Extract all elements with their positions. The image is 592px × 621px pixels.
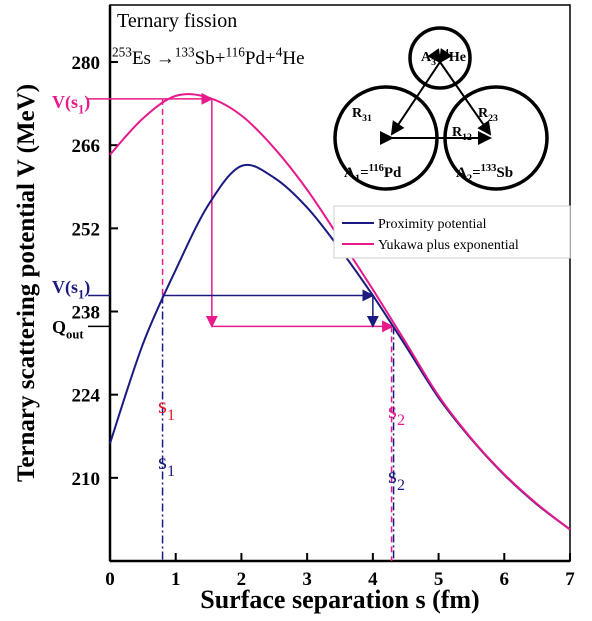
annotation-part: He bbox=[282, 48, 304, 69]
annotation-part: = bbox=[360, 165, 369, 181]
annotation-part: 1 bbox=[167, 407, 175, 424]
inset-arrows bbox=[380, 48, 492, 145]
x-tick-label: 6 bbox=[500, 569, 510, 590]
annotation: R12 bbox=[452, 125, 472, 143]
annotation-part: R bbox=[452, 125, 463, 140]
annotation-part: ) bbox=[84, 277, 90, 298]
annotation-part: V(s bbox=[52, 277, 78, 298]
annotation-part: s bbox=[388, 463, 397, 488]
annotation-part: 1 bbox=[78, 102, 84, 116]
x-tick-label: 2 bbox=[237, 569, 247, 590]
legend-label: Yukawa plus exponential bbox=[378, 238, 519, 253]
annotation-part: 133 bbox=[481, 163, 497, 174]
legend-box bbox=[333, 205, 571, 259]
y-tick-label: 266 bbox=[72, 136, 101, 157]
annotation-part: 2 bbox=[397, 412, 405, 429]
y-axis-label: Ternary scattering potential V (MeV) bbox=[13, 84, 40, 482]
annotation-part: s bbox=[158, 393, 167, 418]
y-tick-label: 252 bbox=[72, 219, 101, 240]
x-tick-label: 4 bbox=[368, 569, 378, 590]
annotation-part: Pd bbox=[384, 165, 402, 181]
annotation-part: Q bbox=[52, 317, 66, 337]
annotation-part: 1 bbox=[167, 463, 175, 480]
annotation-part: He bbox=[449, 50, 466, 65]
annotation-part: Sb bbox=[496, 165, 513, 181]
annotation-part: out bbox=[66, 327, 84, 341]
annotation-part: 1 bbox=[78, 287, 84, 301]
annotation: s2 bbox=[388, 398, 405, 429]
annotation-part: 4 bbox=[444, 47, 449, 58]
annotation-part: 31 bbox=[362, 113, 372, 124]
annotation-part: V(s bbox=[52, 92, 78, 113]
annotation: V(s1) bbox=[52, 92, 90, 116]
annotation-part: 116 bbox=[225, 44, 245, 59]
annotation-part: 1 bbox=[355, 174, 360, 185]
annotation-part: s bbox=[158, 449, 167, 474]
annotation-part: 12 bbox=[462, 132, 472, 143]
x-tick-label: 0 bbox=[105, 569, 115, 590]
annotation-part: Es bbox=[132, 48, 156, 69]
annotation-part: = bbox=[472, 165, 481, 181]
annotation: Qout bbox=[52, 317, 84, 341]
annotation: A1=116Pd bbox=[344, 163, 402, 185]
annotation: A3=4He bbox=[421, 47, 466, 68]
annotation-part: 133 bbox=[175, 44, 195, 59]
x-axis-label: Surface separation s (fm) bbox=[200, 585, 479, 614]
annotation-part: 23 bbox=[488, 113, 498, 124]
y-tick-label: 280 bbox=[72, 53, 101, 74]
annotation-part: s bbox=[388, 398, 397, 423]
annotation-part: → bbox=[156, 48, 175, 69]
annotation-part: Ternary fission bbox=[117, 10, 237, 32]
annotation-part: 4 bbox=[276, 44, 283, 59]
annotation: s1 bbox=[158, 449, 175, 480]
annotation: s2 bbox=[388, 463, 405, 494]
annotation-part: R bbox=[478, 106, 489, 121]
annotation-part: Sb+ bbox=[195, 48, 226, 69]
annotation-part: A bbox=[421, 50, 432, 65]
annotation: V(s1) bbox=[52, 277, 90, 301]
legend-label: Proximity potential bbox=[378, 217, 487, 232]
x-tick-label: 3 bbox=[302, 569, 312, 590]
y-tick-label: 224 bbox=[72, 386, 101, 407]
annotation-part: 116 bbox=[369, 163, 384, 174]
y-tick-label: 210 bbox=[72, 469, 101, 490]
annotation-part: ) bbox=[84, 92, 90, 113]
annotation-part: A bbox=[456, 165, 467, 181]
annotation-part: A bbox=[344, 165, 355, 181]
annotation: A2=133Sb bbox=[456, 163, 513, 185]
annotation-part: 2 bbox=[397, 477, 405, 494]
annotation-part: 3 bbox=[431, 57, 436, 68]
annotation-part: Pd+ bbox=[245, 48, 276, 69]
annotation: Ternary fission bbox=[117, 10, 237, 32]
annotation-part: 253 bbox=[112, 44, 132, 59]
annotation: s1 bbox=[158, 393, 175, 424]
annotation: R23 bbox=[478, 106, 498, 124]
x-tick-label: 5 bbox=[434, 569, 444, 590]
annotation-part: R bbox=[352, 106, 363, 121]
x-tick-label: 7 bbox=[565, 569, 575, 590]
y-tick-label: 238 bbox=[72, 303, 101, 324]
annotation-part: 2 bbox=[467, 174, 472, 185]
x-tick-label: 1 bbox=[171, 569, 181, 590]
annotation-part: = bbox=[436, 50, 444, 65]
annotation: R31 bbox=[352, 106, 372, 124]
annotation: 253Es →133Sb+116Pd+4He bbox=[112, 44, 305, 69]
